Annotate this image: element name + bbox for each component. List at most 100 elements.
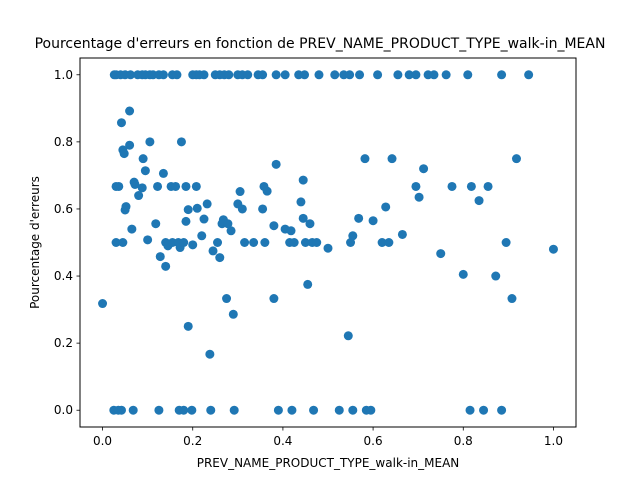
scatter-point bbox=[309, 405, 319, 415]
scatter-point bbox=[158, 70, 168, 80]
scatter-point bbox=[215, 253, 225, 263]
scatter-point bbox=[137, 183, 147, 193]
scatter-point bbox=[303, 279, 313, 289]
scatter-point bbox=[280, 70, 290, 80]
scatter-point bbox=[111, 238, 121, 247]
scatter-point bbox=[202, 199, 212, 209]
scatter-point bbox=[441, 70, 451, 80]
scatter-point bbox=[151, 219, 161, 229]
scatter-point bbox=[273, 405, 283, 415]
scatter-point bbox=[458, 269, 468, 279]
scatter-point bbox=[330, 70, 340, 80]
scatter-point bbox=[154, 405, 164, 415]
scatter-point bbox=[397, 229, 407, 239]
scatter-point bbox=[305, 219, 315, 229]
scatter-point bbox=[343, 331, 353, 341]
scatter-point bbox=[346, 238, 356, 247]
scatter-point bbox=[271, 70, 281, 80]
scatter-point bbox=[289, 238, 299, 247]
scatter-point bbox=[404, 70, 414, 80]
scatter-point bbox=[125, 140, 135, 150]
scatter-point bbox=[312, 238, 322, 247]
scatter-point bbox=[118, 238, 128, 247]
scatter-point bbox=[258, 70, 268, 80]
scatter-point bbox=[271, 159, 281, 169]
scatter-point bbox=[213, 238, 223, 247]
scatter-point bbox=[199, 214, 209, 224]
scatter-point bbox=[497, 70, 507, 80]
plot-area bbox=[79, 57, 577, 428]
scatter-point bbox=[222, 294, 232, 304]
scatter-point bbox=[483, 181, 493, 191]
scatter-point bbox=[463, 70, 473, 80]
scatter-point bbox=[419, 164, 429, 174]
x-axis-label: PREV_NAME_PRODUCT_TYPE_walk-in_MEAN bbox=[197, 456, 460, 470]
x-tick-label: 0.6 bbox=[364, 434, 383, 448]
scatter-point bbox=[345, 70, 355, 80]
scatter-point bbox=[134, 191, 144, 201]
scatter-point bbox=[143, 235, 153, 245]
scatter-point bbox=[237, 204, 247, 214]
scatter-point bbox=[360, 154, 370, 164]
x-tick-label: 0.0 bbox=[93, 434, 112, 448]
scatter-point bbox=[381, 202, 391, 212]
scatter-point bbox=[354, 213, 364, 223]
scatter-point bbox=[507, 294, 517, 304]
scatter-point bbox=[226, 226, 236, 236]
scatter-point bbox=[183, 321, 193, 331]
scatter-point bbox=[511, 154, 521, 164]
scatter-point bbox=[286, 226, 296, 236]
scatter-point bbox=[192, 203, 202, 213]
scatter-point bbox=[205, 349, 215, 359]
scatter-point bbox=[208, 246, 218, 256]
scatter-point bbox=[188, 240, 198, 250]
scatter-point bbox=[176, 137, 186, 147]
scatter-point bbox=[171, 181, 181, 191]
scatter-point bbox=[172, 70, 182, 80]
scatter-point bbox=[125, 106, 135, 116]
scatter-point bbox=[298, 175, 308, 185]
scatter-point bbox=[269, 294, 279, 304]
scatter-point bbox=[366, 405, 376, 415]
scatter-point bbox=[524, 70, 534, 80]
scatter-point bbox=[296, 197, 306, 207]
scatter-point bbox=[411, 70, 421, 80]
chart-title: Pourcentage d'erreurs en fonction de PRE… bbox=[35, 36, 606, 52]
scatter-point bbox=[155, 252, 165, 262]
scatter-point bbox=[368, 216, 378, 226]
scatter-point bbox=[387, 154, 397, 164]
scatter-point bbox=[548, 244, 558, 254]
scatter-point bbox=[429, 70, 439, 80]
scatter-point bbox=[126, 70, 135, 80]
y-tick-label: 1.0 bbox=[54, 68, 73, 82]
scatter-point bbox=[258, 204, 268, 214]
scatter-point bbox=[229, 405, 239, 415]
scatter-point bbox=[300, 238, 310, 247]
y-tick-label: 0.0 bbox=[54, 403, 73, 417]
scatter-point bbox=[140, 166, 150, 176]
y-tick-label: 0.4 bbox=[54, 269, 73, 283]
scatter-point bbox=[181, 216, 191, 226]
scatter-point bbox=[243, 70, 253, 80]
scatter-point bbox=[269, 221, 279, 231]
scatter-point bbox=[491, 271, 501, 281]
scatter-point bbox=[436, 249, 446, 259]
scatter-point bbox=[465, 405, 475, 415]
scatter-point bbox=[314, 70, 324, 80]
scatter-point bbox=[98, 299, 108, 309]
scatter-point bbox=[224, 70, 234, 80]
scatter-point bbox=[197, 231, 207, 241]
scatter-point bbox=[161, 261, 171, 271]
scatter-point bbox=[128, 405, 138, 415]
scatter-point bbox=[249, 238, 259, 247]
scatter-point bbox=[479, 405, 489, 415]
scatter-point bbox=[323, 243, 333, 253]
scatter-point bbox=[240, 238, 250, 247]
scatter-point bbox=[223, 219, 233, 229]
scatter-point bbox=[497, 405, 507, 415]
scatter-point bbox=[181, 181, 191, 191]
scatter-point bbox=[158, 168, 168, 178]
scatter-point bbox=[153, 181, 163, 191]
x-tick-label: 0.4 bbox=[273, 434, 292, 448]
